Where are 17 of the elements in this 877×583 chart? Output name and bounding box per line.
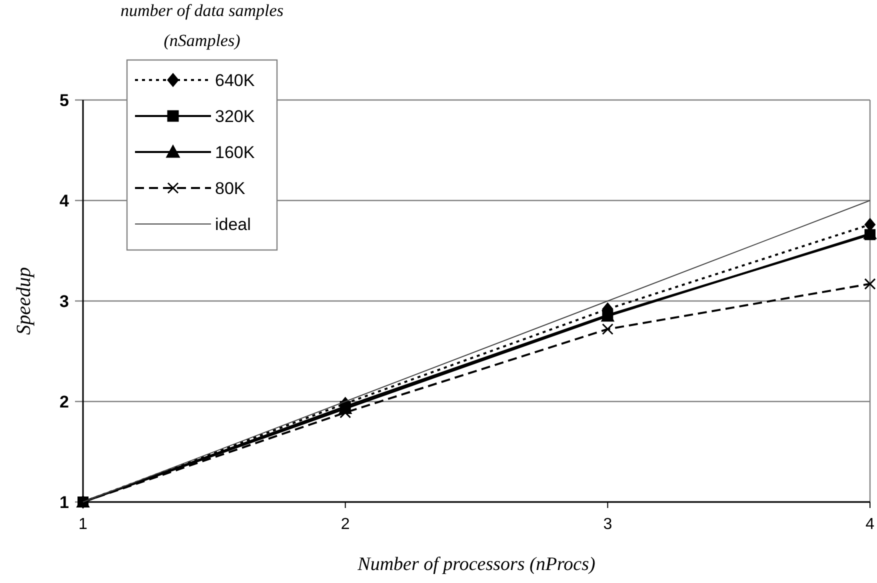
y-tick-label: 5: [60, 91, 69, 110]
y-axis-title: Speedup: [13, 267, 35, 335]
x-tick-label: 4: [866, 516, 875, 533]
legend-label: ideal: [215, 215, 251, 234]
y-tick-label: 1: [60, 493, 69, 512]
x-axis-title: Number of processors (nProcs): [356, 554, 596, 575]
legend-label: 640K: [215, 71, 256, 90]
legend-label: 320K: [215, 107, 256, 126]
y-tick-label: 3: [60, 292, 69, 311]
x-tick-label: 1: [78, 516, 88, 533]
y-tick-label: 4: [60, 192, 70, 210]
legend-label: 160K: [215, 143, 256, 162]
y-tick-label: 2: [60, 392, 69, 412]
legend-title: number of data samples (nSamples): [120, 1, 284, 50]
x-tick-label: 2: [340, 516, 350, 533]
legend-label: 80K: [215, 179, 246, 198]
x-tick-label: 3: [603, 516, 612, 533]
